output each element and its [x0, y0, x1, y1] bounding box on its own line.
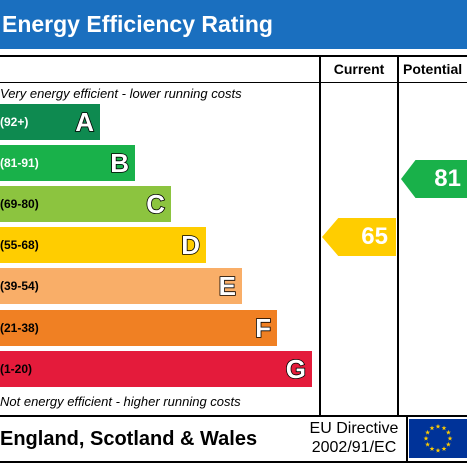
eu-star-icon	[429, 425, 435, 431]
eu-directive: EU Directive 2002/91/EC	[304, 419, 404, 457]
frame-top-line	[0, 55, 467, 57]
band-g: (1-20) G	[0, 351, 312, 387]
rating-title: Energy Efficiency Rating	[0, 0, 467, 49]
frame-bottom-line	[0, 461, 467, 463]
current-rating-arrow: 65	[322, 218, 396, 256]
eu-star-icon	[445, 429, 451, 435]
frame-col-divider-1	[319, 55, 321, 417]
potential-rating-arrow: 81	[401, 160, 467, 198]
eu-star-icon	[435, 423, 441, 429]
band-range: (81-91)	[0, 156, 39, 170]
frame-col-divider-2	[397, 55, 399, 417]
band-c: (69-80) C	[0, 186, 171, 222]
band-letter: G	[285, 353, 307, 385]
band-range: (92+)	[0, 115, 29, 129]
band-range: (21-38)	[0, 321, 39, 335]
caption-top: Very energy efficient - lower running co…	[0, 86, 242, 101]
band-letter: E	[218, 270, 237, 302]
frame-footer-line	[0, 415, 467, 417]
column-header-current: Current	[333, 61, 385, 77]
footer-country: England, Scotland & Wales	[0, 428, 258, 450]
band-letter: F	[254, 312, 271, 344]
band-range: (1-20)	[0, 362, 33, 376]
band-range: (55-68)	[0, 238, 39, 252]
band-letter: A	[74, 106, 94, 138]
directive-line-2: 2002/91/EC	[311, 439, 397, 456]
eu-star-icon	[441, 446, 447, 451]
potential-rating-value: 81	[434, 165, 461, 192]
frame-header-divider	[0, 82, 467, 83]
current-rating-value: 65	[361, 223, 388, 250]
band-letter: B	[109, 147, 129, 179]
eu-stars	[423, 423, 453, 453]
band-a: (92+) A	[0, 104, 100, 140]
eu-star-icon	[423, 435, 429, 441]
eu-star-icon	[441, 425, 447, 431]
caption-bottom: Not energy efficient - higher running co…	[0, 394, 241, 409]
band-letter: D	[180, 229, 200, 261]
band-letter: C	[145, 188, 165, 220]
column-header-potential: Potential	[403, 61, 463, 77]
eu-star-icon	[447, 435, 453, 441]
eu-star-icon	[425, 441, 431, 447]
band-e: (39-54) E	[0, 268, 242, 304]
eu-star-icon	[429, 446, 435, 451]
directive-line-1: EU Directive	[309, 420, 399, 437]
band-b: (81-91) B	[0, 145, 135, 181]
eu-star-icon	[435, 447, 441, 453]
band-range: (69-80)	[0, 197, 39, 211]
band-d: (55-68) D	[0, 227, 206, 263]
band-f: (21-38) F	[0, 310, 277, 346]
band-range: (39-54)	[0, 279, 39, 293]
eu-flag-icon	[409, 419, 467, 458]
frame-footer-divider	[406, 415, 408, 462]
eu-star-icon	[445, 441, 451, 447]
eu-star-icon	[425, 429, 431, 435]
